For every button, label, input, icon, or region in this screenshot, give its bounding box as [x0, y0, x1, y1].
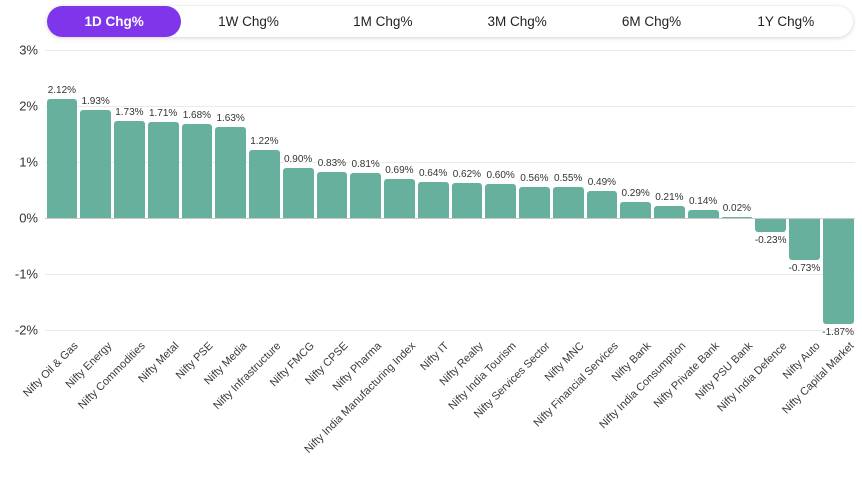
- bar-value-label: 1.68%: [182, 109, 212, 121]
- bar-value-label: 0.21%: [655, 192, 684, 204]
- bar-value-label: 0.49%: [587, 176, 617, 188]
- tab-1y-chg[interactable]: 1Y Chg%: [757, 14, 815, 29]
- bar-nifty-realty[interactable]: [451, 183, 483, 218]
- tab-1d-chg[interactable]: 1D Chg%: [47, 6, 182, 37]
- bar-nifty-capital-market[interactable]: [822, 219, 854, 324]
- gridline: [45, 50, 855, 51]
- bar-nifty-energy[interactable]: [80, 109, 111, 218]
- bar-value-label: 0.62%: [452, 169, 482, 181]
- bar-value-label: 1.63%: [216, 112, 245, 124]
- bar-value-label: 0.83%: [317, 157, 347, 169]
- bar-nifty-private-bank[interactable]: [687, 210, 719, 218]
- y-axis-tick-label: 2%: [19, 98, 38, 114]
- bar-value-label: 0.55%: [553, 173, 583, 185]
- bar-value-label: 1.71%: [148, 108, 178, 120]
- bar-nifty-media[interactable]: [215, 126, 246, 218]
- period-tab-bar: 1D Chg% 1W Chg% 1M Chg% 3M Chg% 6M Chg% …: [47, 6, 853, 37]
- gridline: [45, 162, 855, 163]
- x-axis-category-label: Nifty IT: [418, 340, 452, 374]
- bar-value-label: 0.64%: [418, 168, 448, 180]
- bar-nifty-auto[interactable]: [789, 219, 820, 260]
- bar-value-label: 0.29%: [621, 187, 650, 199]
- bar-nifty-services-sector[interactable]: [519, 186, 550, 218]
- bar-nifty-financial-services[interactable]: [586, 190, 618, 218]
- bar-value-label: 1.73%: [115, 107, 144, 119]
- bar-value-label: -0.73%: [788, 262, 821, 274]
- bar-value-label: 2.12%: [47, 85, 77, 97]
- bar-nifty-psu-bank[interactable]: [721, 216, 753, 218]
- bar-value-label: 0.14%: [688, 196, 718, 208]
- bar-nifty-pharma[interactable]: [350, 172, 381, 218]
- y-axis-tick-label: -2%: [14, 322, 38, 338]
- bar-nifty-mnc[interactable]: [552, 187, 584, 218]
- y-axis-tick-label: 1%: [19, 154, 38, 170]
- bar-value-label: 0.02%: [722, 202, 752, 214]
- gridline: [45, 330, 855, 331]
- bar-nifty-metal[interactable]: [147, 122, 179, 218]
- tab-1m-chg[interactable]: 1M Chg%: [353, 14, 413, 29]
- bar-nifty-it[interactable]: [417, 182, 449, 218]
- bar-nifty-india-manufacturing-index[interactable]: [384, 179, 415, 218]
- y-axis-tick-label: -1%: [14, 266, 38, 282]
- tab-3m-chg[interactable]: 3M Chg%: [487, 14, 547, 29]
- bar-value-label: 1.22%: [250, 135, 279, 147]
- bar-value-label: 0.69%: [385, 165, 414, 177]
- bar-value-label: 0.60%: [486, 170, 515, 182]
- bar-nifty-pse[interactable]: [181, 123, 213, 218]
- bar-nifty-india-tourism[interactable]: [485, 184, 516, 218]
- bar-value-label: 0.81%: [351, 158, 380, 170]
- bar-nifty-bank[interactable]: [620, 201, 651, 218]
- bar-value-label: -0.23%: [754, 234, 787, 246]
- y-axis-tick-label: 3%: [19, 42, 38, 58]
- bar-nifty-india-consumption[interactable]: [654, 206, 685, 218]
- tab-1w-chg[interactable]: 1W Chg%: [218, 14, 279, 29]
- bar-nifty-fmcg[interactable]: [282, 167, 314, 218]
- bar-nifty-india-defence[interactable]: [755, 219, 786, 232]
- bar-nifty-oil-gas[interactable]: [46, 99, 78, 218]
- bar-value-label: -1.87%: [822, 326, 854, 338]
- bar-nifty-infrastructure[interactable]: [249, 149, 280, 218]
- bar-nifty-commodities[interactable]: [114, 121, 145, 218]
- zero-axis-line: [45, 218, 855, 219]
- bar-value-label: 0.90%: [283, 153, 313, 165]
- bar-value-label: 0.56%: [520, 172, 549, 184]
- y-axis-tick-label: 0%: [19, 210, 38, 226]
- gridline: [45, 274, 855, 275]
- bar-nifty-cpse[interactable]: [316, 171, 348, 218]
- gridline: [45, 106, 855, 107]
- tab-6m-chg[interactable]: 6M Chg%: [621, 14, 682, 29]
- bar-value-label: 1.93%: [81, 95, 110, 107]
